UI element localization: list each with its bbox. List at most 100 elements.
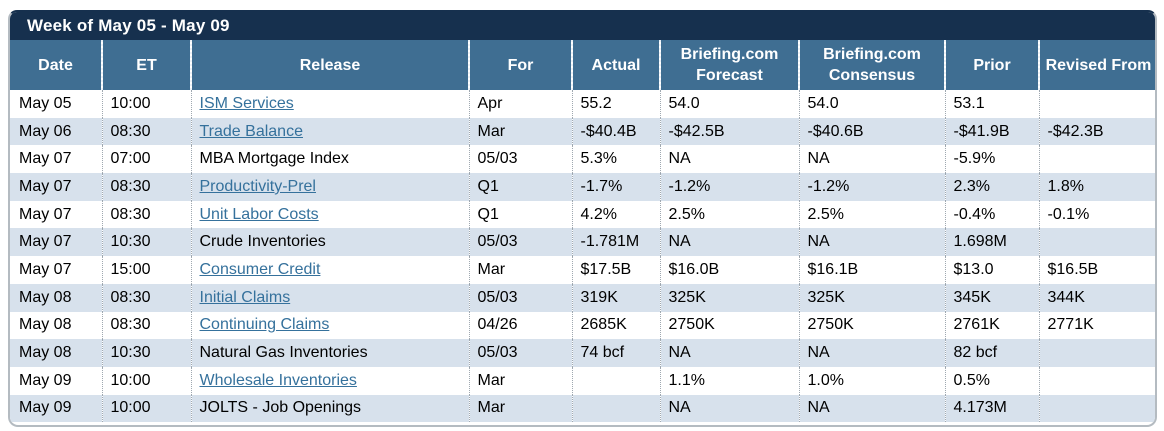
cell-date: May 05	[19, 94, 72, 112]
cell-release: Crude Inventories	[190, 228, 469, 257]
cell-date: May 07	[19, 233, 72, 251]
cell-actual: 4.2%	[571, 200, 660, 229]
release-link[interactable]: Productivity-Prel	[199, 177, 316, 195]
cell-briefing-consensus: 325K	[798, 283, 945, 312]
cell-briefing-forecast: -1.2%	[659, 173, 799, 201]
cell-for: Mar	[468, 117, 572, 146]
table-row: May 09 10:00 Wholesale Inventories Mar 1.1% 1…	[10, 366, 1155, 395]
cell-briefing-consensus: NA	[798, 339, 945, 367]
cell-release: Wholesale Inventories	[190, 366, 469, 395]
cell-prior: $13.0	[944, 256, 1039, 284]
cell-briefing-forecast: NA	[659, 145, 799, 174]
release-link[interactable]: ISM Services	[199, 94, 294, 112]
release-link[interactable]: Wholesale Inventories	[199, 371, 357, 389]
economic-calendar-panel: Week of May 05 - May 09 Date ET Release	[8, 10, 1157, 428]
cell-for: Mar	[468, 366, 572, 395]
cell-date: May 07	[19, 177, 72, 195]
calendar-week-title-bar: Week of May 05 - May 09	[10, 12, 1155, 40]
cell-for: 04/26	[468, 311, 572, 340]
column-header-briefing-forecast: Briefing.com Forecast	[659, 40, 799, 90]
table-row: May 06 08:30 Trade Balance Mar -$40.4B -$42.5…	[10, 117, 1155, 146]
column-header-prior: Prior	[944, 40, 1039, 90]
column-header-date: Date	[10, 40, 102, 90]
cell-prior: 82 bcf	[944, 339, 1039, 367]
cell-briefing-forecast: 325K	[659, 283, 799, 312]
cell-release: Trade Balance	[190, 117, 469, 146]
cell-revised-from	[1038, 145, 1155, 174]
cell-et: 10:00	[101, 366, 191, 395]
cell-revised-from	[1038, 90, 1155, 118]
cell-briefing-consensus: NA	[798, 394, 945, 423]
cell-release: MBA Mortgage Index	[190, 145, 469, 174]
cell-revised-from: 2771K	[1038, 311, 1155, 340]
table-row: May 07 07:00 MBA Mortgage Index 05/03 5.3% NA…	[10, 145, 1155, 174]
cell-date: May 09	[19, 399, 72, 417]
cell-actual: $17.5B	[571, 256, 660, 284]
cell-revised-from: 344K	[1038, 283, 1155, 312]
cell-date: May 09	[19, 371, 72, 389]
calendar-table-body: May 05 10:00 ISM Services Apr 55.2 54.0 54.0 53…	[10, 90, 1155, 423]
release-link[interactable]: Trade Balance	[199, 122, 303, 140]
cell-briefing-forecast: NA	[659, 394, 799, 423]
column-header-briefing-consensus: Briefing.com Consensus	[798, 40, 945, 90]
cell-actual: -$40.4B	[571, 117, 660, 146]
release-link[interactable]: Initial Claims	[199, 288, 291, 306]
cell-briefing-forecast: NA	[659, 339, 799, 367]
cell-date: May 08	[19, 344, 72, 362]
cell-briefing-consensus: 2.5%	[798, 200, 945, 229]
cell-prior: 0.5%	[944, 366, 1039, 395]
cell-revised-from	[1038, 366, 1155, 395]
cell-prior: 2761K	[944, 311, 1039, 340]
release-link[interactable]: Continuing Claims	[199, 316, 330, 334]
cell-for: Mar	[468, 394, 572, 423]
cell-actual: 74 bcf	[571, 339, 660, 367]
calendar-week-title: Week of May 05 - May 09	[27, 16, 230, 35]
cell-date: May 06	[19, 122, 72, 140]
cell-release: Natural Gas Inventories	[190, 339, 469, 367]
cell-for: 05/03	[468, 145, 572, 174]
cell-revised-from: -$42.3B	[1038, 117, 1155, 146]
cell-briefing-forecast: 1.1%	[659, 366, 799, 395]
column-header-et: ET	[101, 40, 191, 90]
cell-prior: 1.698M	[944, 228, 1039, 257]
table-row: May 07 15:00 Consumer Credit Mar $17.5B $16.0…	[10, 256, 1155, 284]
cell-et: 08:30	[101, 311, 191, 340]
cell-et: 10:30	[101, 228, 191, 257]
cell-et: 15:00	[101, 256, 191, 284]
cell-briefing-forecast: -$42.5B	[659, 117, 799, 146]
cell-release: JOLTS - Job Openings	[190, 394, 469, 423]
cell-date: May 07	[19, 150, 72, 168]
table-row: May 07 08:30 Productivity-Prel Q1 -1.7% -1.2%…	[10, 173, 1155, 201]
cell-release: Unit Labor Costs	[190, 200, 469, 229]
release-link[interactable]: Unit Labor Costs	[199, 205, 319, 223]
cell-release: ISM Services	[190, 90, 469, 118]
cell-et: 08:30	[101, 283, 191, 312]
table-row: May 09 10:00 JOLTS - Job Openings Mar NA NA 4.…	[10, 394, 1155, 423]
table-row: May 08 08:30 Continuing Claims 04/26 2685K 27…	[10, 311, 1155, 340]
cell-prior: -$41.9B	[944, 117, 1039, 146]
cell-et: 08:30	[101, 200, 191, 229]
cell-revised-from	[1038, 339, 1155, 367]
table-header-row: Date ET Release For Actual Briefing.com …	[10, 40, 1155, 90]
cell-actual: 5.3%	[571, 145, 660, 174]
table-row: May 05 10:00 ISM Services Apr 55.2 54.0 54.0 53…	[10, 90, 1155, 118]
cell-for: 05/03	[468, 339, 572, 367]
cell-revised-from: $16.5B	[1038, 256, 1155, 284]
column-header-revised-from: Revised From	[1038, 40, 1155, 90]
column-header-release: Release	[190, 40, 469, 90]
cell-briefing-consensus: 1.0%	[798, 366, 945, 395]
cell-briefing-forecast: 2.5%	[659, 200, 799, 229]
release-link[interactable]: Consumer Credit	[199, 260, 321, 278]
cell-briefing-consensus: -1.2%	[798, 173, 945, 201]
table-row: May 08 10:30 Natural Gas Inventories 05/03 7…	[10, 339, 1155, 367]
cell-date: May 07	[19, 260, 72, 278]
cell-prior: 2.3%	[944, 173, 1039, 201]
cell-revised-from	[1038, 228, 1155, 257]
economic-calendar-table: Date ET Release For Actual Briefing.com …	[10, 40, 1155, 423]
cell-actual: 2685K	[571, 311, 660, 340]
cell-for: Mar	[468, 256, 572, 284]
cell-et: 08:30	[101, 173, 191, 201]
cell-release: Continuing Claims	[190, 311, 469, 340]
table-row: May 08 08:30 Initial Claims 05/03 319K 325K 32…	[10, 283, 1155, 312]
cell-for: 05/03	[468, 283, 572, 312]
